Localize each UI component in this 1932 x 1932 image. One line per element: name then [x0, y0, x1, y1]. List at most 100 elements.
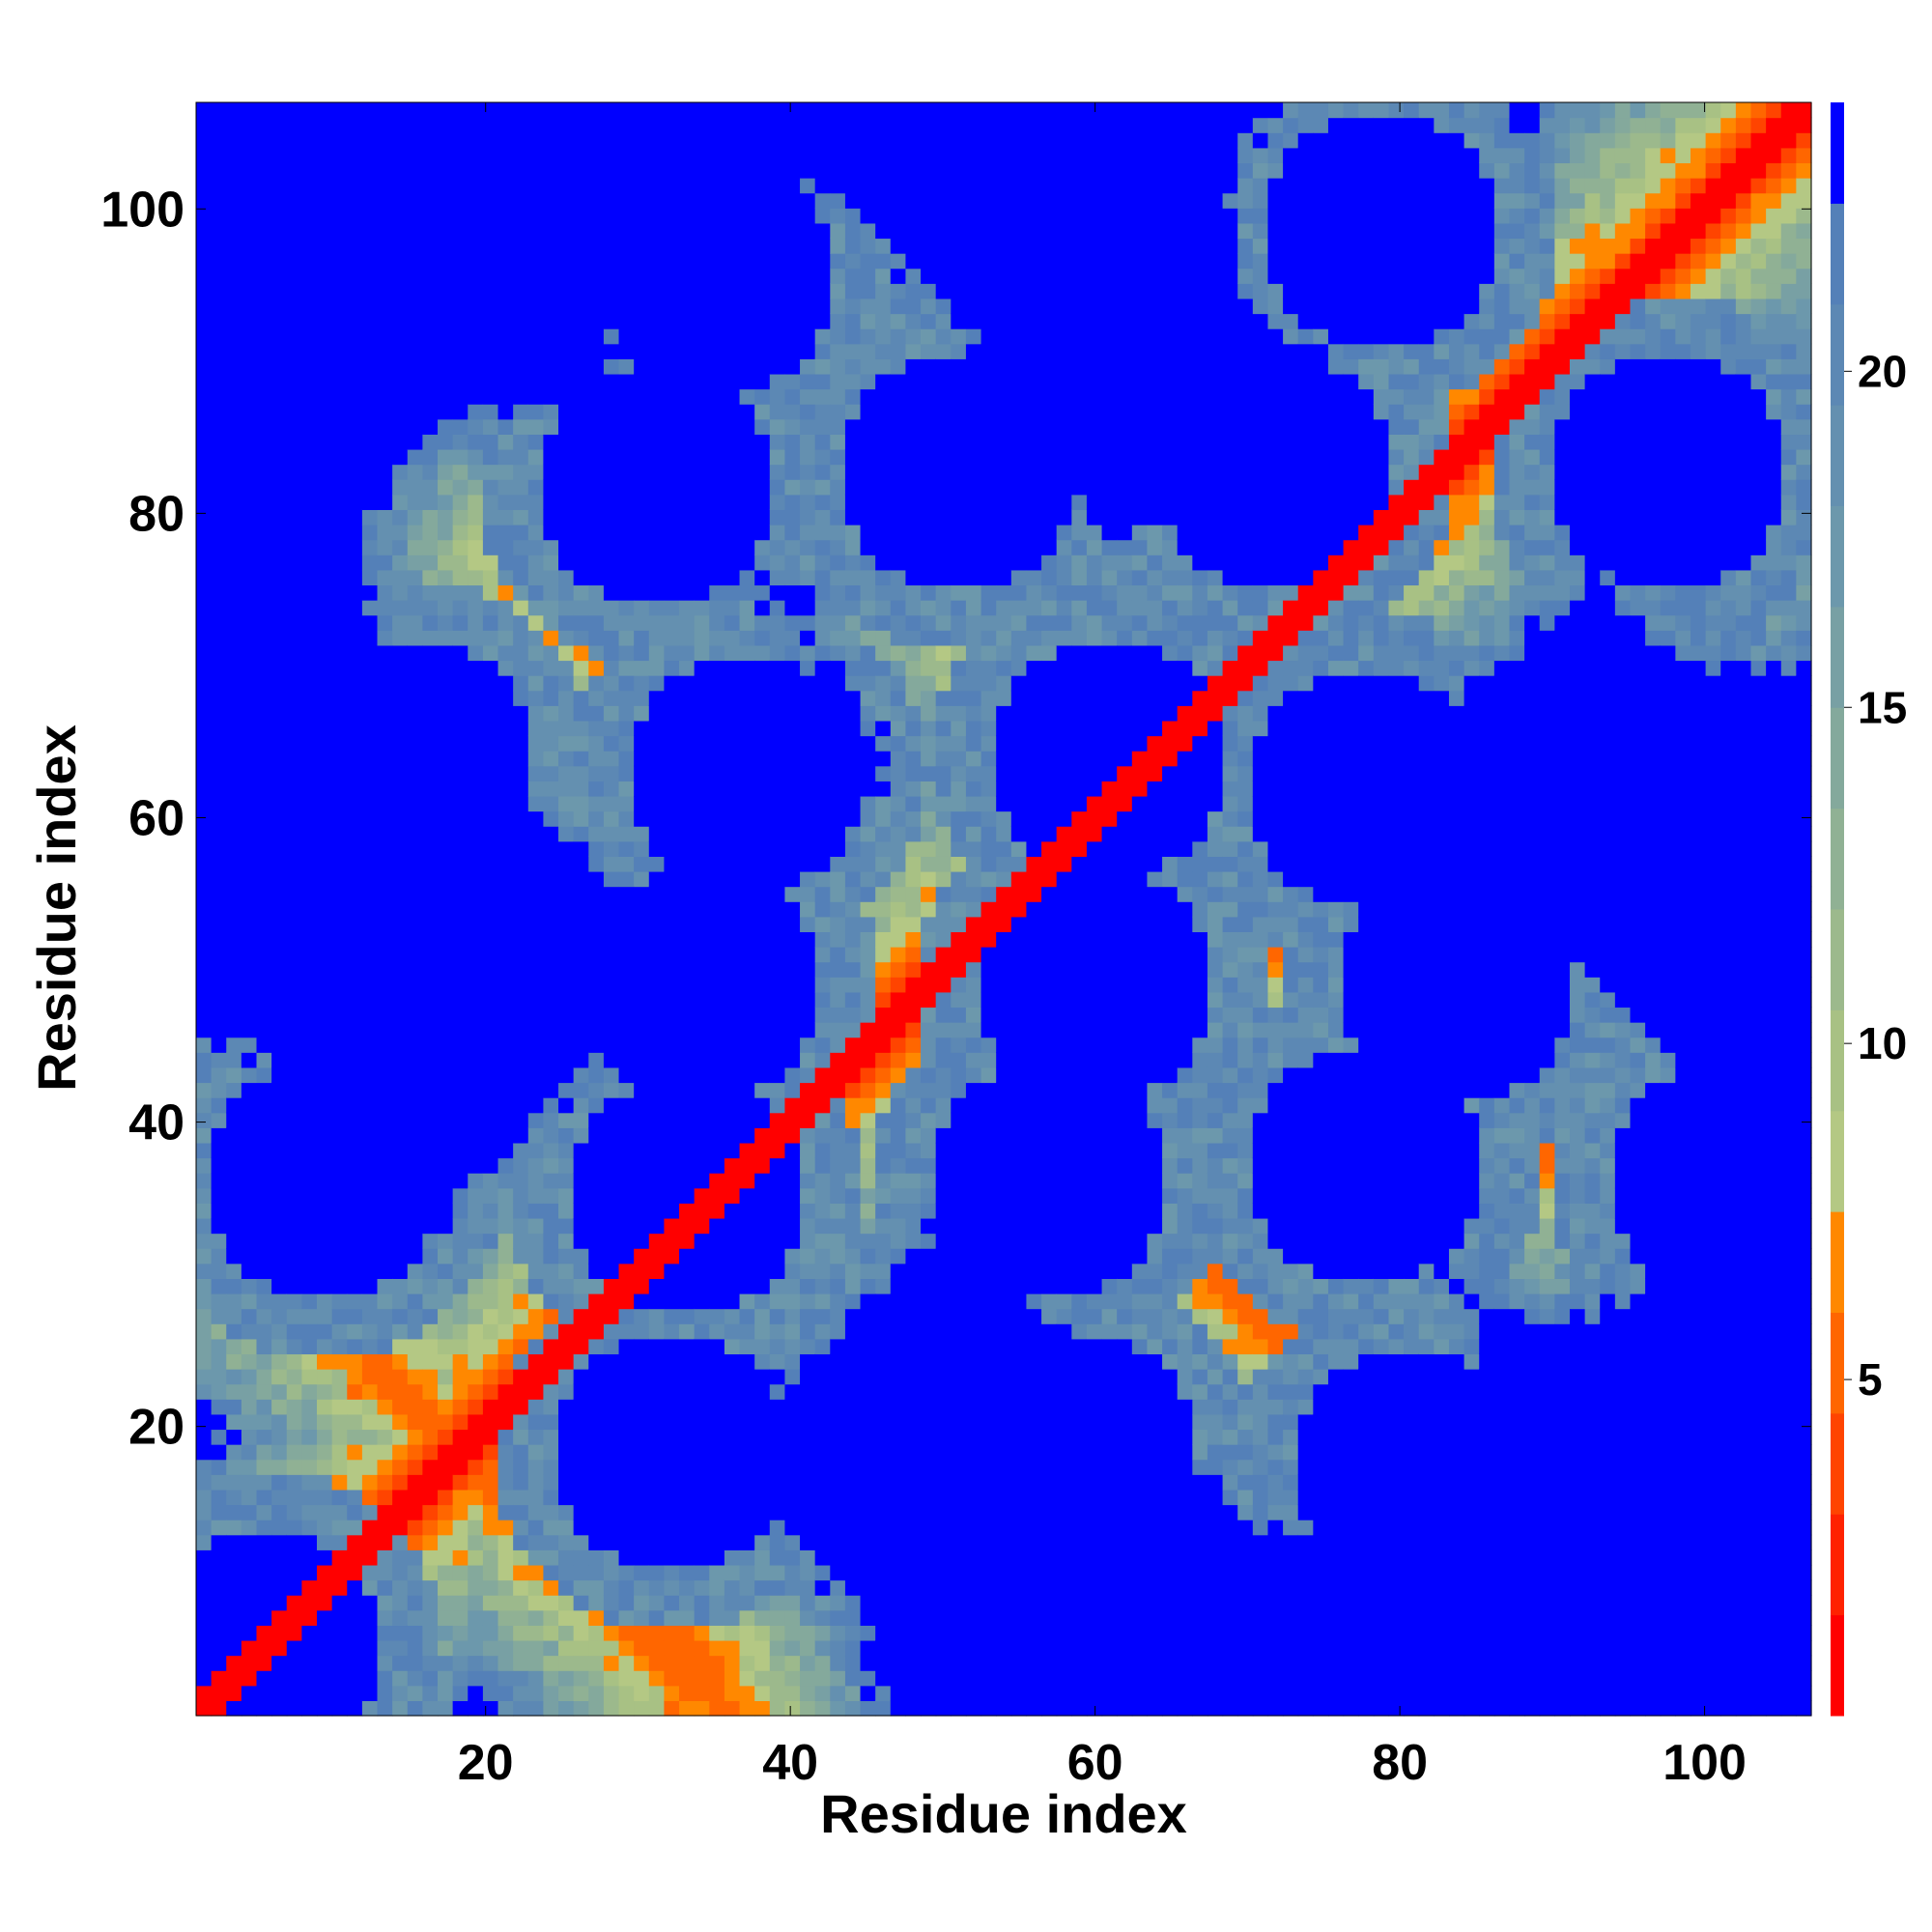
heatmap-cell — [377, 1263, 393, 1279]
heatmap-cell — [286, 1248, 302, 1264]
heatmap-cell — [830, 178, 846, 194]
heatmap-cell — [241, 1639, 258, 1657]
heatmap-cell — [784, 117, 801, 133]
heatmap-cell — [830, 1429, 846, 1445]
heatmap-cell — [392, 1564, 409, 1581]
heatmap-cell — [694, 751, 710, 767]
heatmap-cell — [890, 795, 907, 812]
heatmap-cell — [558, 569, 575, 586]
heatmap-cell — [890, 1187, 907, 1204]
heatmap-cell — [709, 448, 725, 466]
heatmap-cell — [286, 1670, 302, 1687]
heatmap-cell — [724, 358, 741, 375]
heatmap-cell — [377, 117, 393, 133]
heatmap-cell — [603, 283, 620, 299]
heatmap-cell — [830, 720, 846, 737]
heatmap-cell — [422, 1595, 439, 1611]
heatmap-cell — [694, 1609, 710, 1626]
heatmap-cell — [468, 1579, 484, 1596]
heatmap-cell — [347, 1655, 363, 1671]
heatmap-cell — [438, 1112, 454, 1128]
heatmap-cell — [664, 1579, 680, 1596]
heatmap-cell — [301, 1248, 318, 1264]
heatmap-cell — [226, 840, 242, 857]
heatmap-cell — [226, 102, 242, 119]
heatmap-cell — [317, 931, 333, 948]
heatmap-cell — [543, 1444, 559, 1461]
heatmap-cell — [860, 479, 876, 496]
heatmap-cell — [769, 1413, 786, 1431]
heatmap-cell — [543, 539, 559, 555]
heatmap-cell — [664, 1278, 680, 1294]
heatmap-cell — [377, 539, 393, 555]
heatmap-cell — [422, 479, 439, 496]
heatmap-cell — [422, 1187, 439, 1204]
heatmap-cell — [754, 1700, 771, 1717]
heatmap-cell — [679, 644, 696, 662]
heatmap-cell — [392, 720, 409, 737]
heatmap-cell — [468, 1383, 484, 1400]
heatmap-cell — [875, 1278, 892, 1294]
heatmap-cell — [558, 1549, 575, 1566]
heatmap-cell — [497, 448, 514, 466]
heatmap-cell — [468, 117, 484, 133]
heatmap-cell — [392, 1278, 409, 1294]
heatmap-cell — [709, 1127, 725, 1144]
heatmap-cell — [452, 1157, 469, 1174]
heatmap-cell — [664, 1609, 680, 1626]
heatmap-cell — [573, 1127, 589, 1144]
heatmap-cell — [317, 253, 333, 270]
heatmap-cell — [513, 1520, 529, 1536]
heatmap-cell — [438, 947, 454, 963]
heatmap-cell — [543, 735, 559, 752]
heatmap-cell — [347, 1308, 363, 1324]
heatmap-cell — [241, 208, 258, 224]
heatmap-cell — [573, 117, 589, 133]
heatmap-cell — [513, 1625, 529, 1641]
heatmap-cell — [784, 1323, 801, 1340]
heatmap-cell — [754, 418, 771, 435]
heatmap-cell — [800, 1609, 816, 1626]
heatmap-cell — [392, 931, 409, 948]
heatmap-cell — [618, 810, 635, 827]
heatmap-cell — [618, 494, 635, 510]
heatmap-cell — [347, 947, 363, 963]
heatmap-cell — [694, 901, 710, 918]
heatmap-cell — [211, 1142, 227, 1159]
heatmap-cell — [634, 961, 650, 978]
heatmap-cell — [814, 554, 831, 571]
heatmap-cell — [800, 1353, 816, 1370]
heatmap-cell — [754, 1520, 771, 1536]
heatmap-cell — [482, 1173, 499, 1189]
heatmap-cell — [679, 494, 696, 510]
heatmap-cell — [452, 1263, 469, 1279]
heatmap-cell — [875, 525, 892, 541]
heatmap-cell — [452, 448, 469, 466]
heatmap-cell — [860, 584, 876, 601]
heatmap-cell — [241, 238, 258, 254]
heatmap-cell — [317, 539, 333, 555]
heatmap-cell — [890, 1353, 907, 1370]
heatmap-cell — [301, 1323, 318, 1340]
heatmap-cell — [709, 525, 725, 541]
heatmap-cell — [407, 162, 423, 179]
heatmap-cell — [377, 1595, 393, 1611]
heatmap-cell — [347, 328, 363, 345]
heatmap-cell — [361, 1323, 379, 1340]
heatmap-cell — [438, 1625, 454, 1641]
heatmap-cell — [286, 117, 302, 133]
heatmap-cell — [482, 1293, 499, 1310]
heatmap-cell — [618, 253, 635, 270]
heatmap-cell — [331, 268, 348, 284]
heatmap-cell — [754, 870, 771, 888]
heatmap-cell — [226, 1217, 242, 1235]
heatmap-cell — [769, 525, 786, 541]
heatmap-cell — [331, 1413, 348, 1431]
heatmap-cell — [438, 1052, 454, 1068]
heatmap-cell — [361, 298, 379, 315]
heatmap-cell — [634, 1293, 650, 1310]
heatmap-cell — [347, 870, 363, 888]
heatmap-cell — [618, 870, 635, 888]
heatmap-cell — [452, 584, 469, 601]
heatmap-cell — [543, 1323, 559, 1340]
